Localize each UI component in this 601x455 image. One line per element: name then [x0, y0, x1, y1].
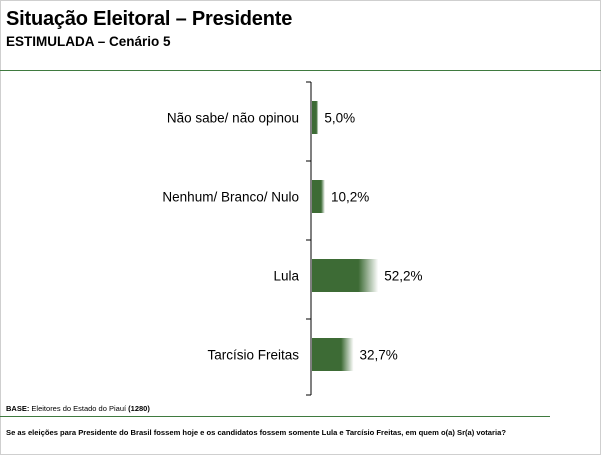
base-note: BASE: Eleitores do Estado do Piauí (1280…	[6, 404, 150, 413]
bar-chart: Não sabe/ não opinou 5,0% Nenhum/ Branco/ …	[162, 81, 423, 396]
bar-1	[312, 180, 325, 213]
survey-question: Se as eleições para Presidente do Brasil…	[6, 428, 506, 437]
bar-3	[312, 338, 354, 371]
value-label-3: 32,7%	[360, 348, 398, 363]
page-subtitle: ESTIMULADA – Cenário 5	[6, 34, 171, 49]
value-label-0: 5,0%	[324, 111, 355, 126]
header-divider	[0, 70, 601, 71]
value-label-1: 10,2%	[331, 190, 369, 205]
bar-0	[312, 101, 319, 134]
value-label-2: 52,2%	[384, 269, 422, 284]
category-label-3: Tarcísio Freitas	[207, 348, 299, 363]
category-label-2: Lula	[273, 269, 299, 284]
footer-divider	[0, 416, 550, 417]
bar-2	[312, 259, 379, 292]
page-title: Situação Eleitoral – Presidente	[6, 8, 293, 30]
category-label-0: Não sabe/ não opinou	[167, 111, 299, 126]
category-label-1: Nenhum/ Branco/ Nulo	[162, 190, 299, 205]
base-count: (1280)	[128, 404, 150, 413]
base-label: BASE:	[6, 404, 30, 413]
base-text: Eleitores do Estado do Piauí	[29, 404, 129, 413]
